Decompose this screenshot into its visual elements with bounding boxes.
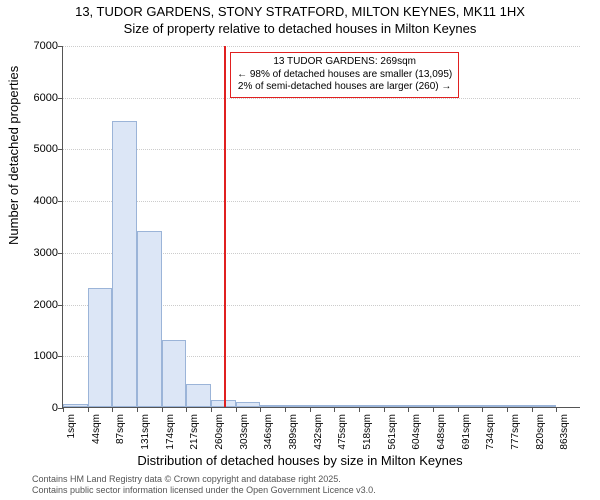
xtick-mark xyxy=(408,407,409,412)
xtick-mark xyxy=(260,407,261,412)
xtick-label: 820sqm xyxy=(535,414,546,458)
histogram-bar xyxy=(260,405,285,407)
annotation-line: ← 98% of detached houses are smaller (13… xyxy=(237,69,452,82)
xtick-label: 217sqm xyxy=(189,414,200,458)
ytick-mark xyxy=(58,356,63,357)
ytick-mark xyxy=(58,98,63,99)
xtick-mark xyxy=(359,407,360,412)
histogram-bar xyxy=(507,405,532,407)
xtick-label: 174sqm xyxy=(165,414,176,458)
xtick-label: 303sqm xyxy=(239,414,250,458)
xtick-mark xyxy=(285,407,286,412)
gridline xyxy=(63,46,580,47)
gridline xyxy=(63,201,580,202)
histogram-bar xyxy=(236,402,261,407)
footer-line-1: Contains HM Land Registry data © Crown c… xyxy=(32,474,376,485)
xtick-label: 432sqm xyxy=(313,414,324,458)
xtick-mark xyxy=(334,407,335,412)
histogram-bar xyxy=(334,405,359,407)
xtick-mark xyxy=(162,407,163,412)
ytick-label: 5000 xyxy=(8,143,58,155)
xtick-label: 863sqm xyxy=(559,414,570,458)
ytick-mark xyxy=(58,201,63,202)
annotation-line: 2% of semi-detached houses are larger (2… xyxy=(237,81,452,94)
xtick-label: 1sqm xyxy=(66,414,77,458)
histogram-bar xyxy=(137,231,162,407)
histogram-bar xyxy=(359,405,384,407)
chart-title-block: 13, TUDOR GARDENS, STONY STRATFORD, MILT… xyxy=(0,0,600,38)
histogram-bar xyxy=(482,405,507,407)
histogram-bar xyxy=(112,121,137,407)
histogram-bar xyxy=(186,384,211,407)
histogram-bar xyxy=(384,405,409,407)
ytick-label: 2000 xyxy=(8,299,58,311)
ytick-mark xyxy=(58,149,63,150)
plot-area: 13 TUDOR GARDENS: 269sqm← 98% of detache… xyxy=(62,46,580,408)
xtick-mark xyxy=(63,407,64,412)
xtick-label: 131sqm xyxy=(140,414,151,458)
xtick-mark xyxy=(112,407,113,412)
reference-line xyxy=(224,46,226,407)
histogram-bar xyxy=(285,405,310,407)
histogram-bar xyxy=(458,405,483,407)
ytick-mark xyxy=(58,253,63,254)
xtick-label: 44sqm xyxy=(91,414,102,458)
ytick-mark xyxy=(58,305,63,306)
xtick-label: 389sqm xyxy=(288,414,299,458)
histogram-bar xyxy=(532,405,557,407)
ytick-mark xyxy=(58,46,63,47)
xtick-mark xyxy=(384,407,385,412)
gridline xyxy=(63,149,580,150)
xtick-label: 604sqm xyxy=(411,414,422,458)
xtick-mark xyxy=(507,407,508,412)
xtick-mark xyxy=(236,407,237,412)
annotation-box: 13 TUDOR GARDENS: 269sqm← 98% of detache… xyxy=(230,52,459,98)
ytick-label: 7000 xyxy=(8,40,58,52)
histogram-bar xyxy=(408,405,433,407)
annotation-line: 13 TUDOR GARDENS: 269sqm xyxy=(237,56,452,69)
xtick-mark xyxy=(137,407,138,412)
xtick-label: 648sqm xyxy=(436,414,447,458)
xtick-label: 346sqm xyxy=(263,414,274,458)
histogram-bar xyxy=(433,405,458,407)
xtick-label: 734sqm xyxy=(485,414,496,458)
chart-container: 13, TUDOR GARDENS, STONY STRATFORD, MILT… xyxy=(0,0,600,500)
ytick-label: 0 xyxy=(8,402,58,414)
ytick-label: 4000 xyxy=(8,195,58,207)
xtick-label: 518sqm xyxy=(362,414,373,458)
xtick-mark xyxy=(482,407,483,412)
xtick-label: 87sqm xyxy=(115,414,126,458)
xtick-mark xyxy=(310,407,311,412)
xtick-mark xyxy=(556,407,557,412)
ytick-label: 1000 xyxy=(8,350,58,362)
histogram-bar xyxy=(88,288,113,407)
histogram-bar xyxy=(310,405,335,407)
title-line-2: Size of property relative to detached ho… xyxy=(0,21,600,38)
xtick-label: 475sqm xyxy=(337,414,348,458)
histogram-bar xyxy=(162,340,187,407)
xtick-label: 691sqm xyxy=(461,414,472,458)
histogram-bar xyxy=(63,404,88,407)
xtick-mark xyxy=(211,407,212,412)
ytick-label: 6000 xyxy=(8,92,58,104)
xtick-mark xyxy=(458,407,459,412)
footer-attribution: Contains HM Land Registry data © Crown c… xyxy=(32,474,376,496)
footer-line-2: Contains public sector information licen… xyxy=(32,485,376,496)
xtick-label: 561sqm xyxy=(387,414,398,458)
xtick-mark xyxy=(433,407,434,412)
xtick-label: 777sqm xyxy=(510,414,521,458)
xtick-mark xyxy=(88,407,89,412)
gridline xyxy=(63,98,580,99)
xtick-mark xyxy=(532,407,533,412)
ytick-label: 3000 xyxy=(8,247,58,259)
title-line-1: 13, TUDOR GARDENS, STONY STRATFORD, MILT… xyxy=(0,4,600,21)
xtick-label: 260sqm xyxy=(214,414,225,458)
xtick-mark xyxy=(186,407,187,412)
